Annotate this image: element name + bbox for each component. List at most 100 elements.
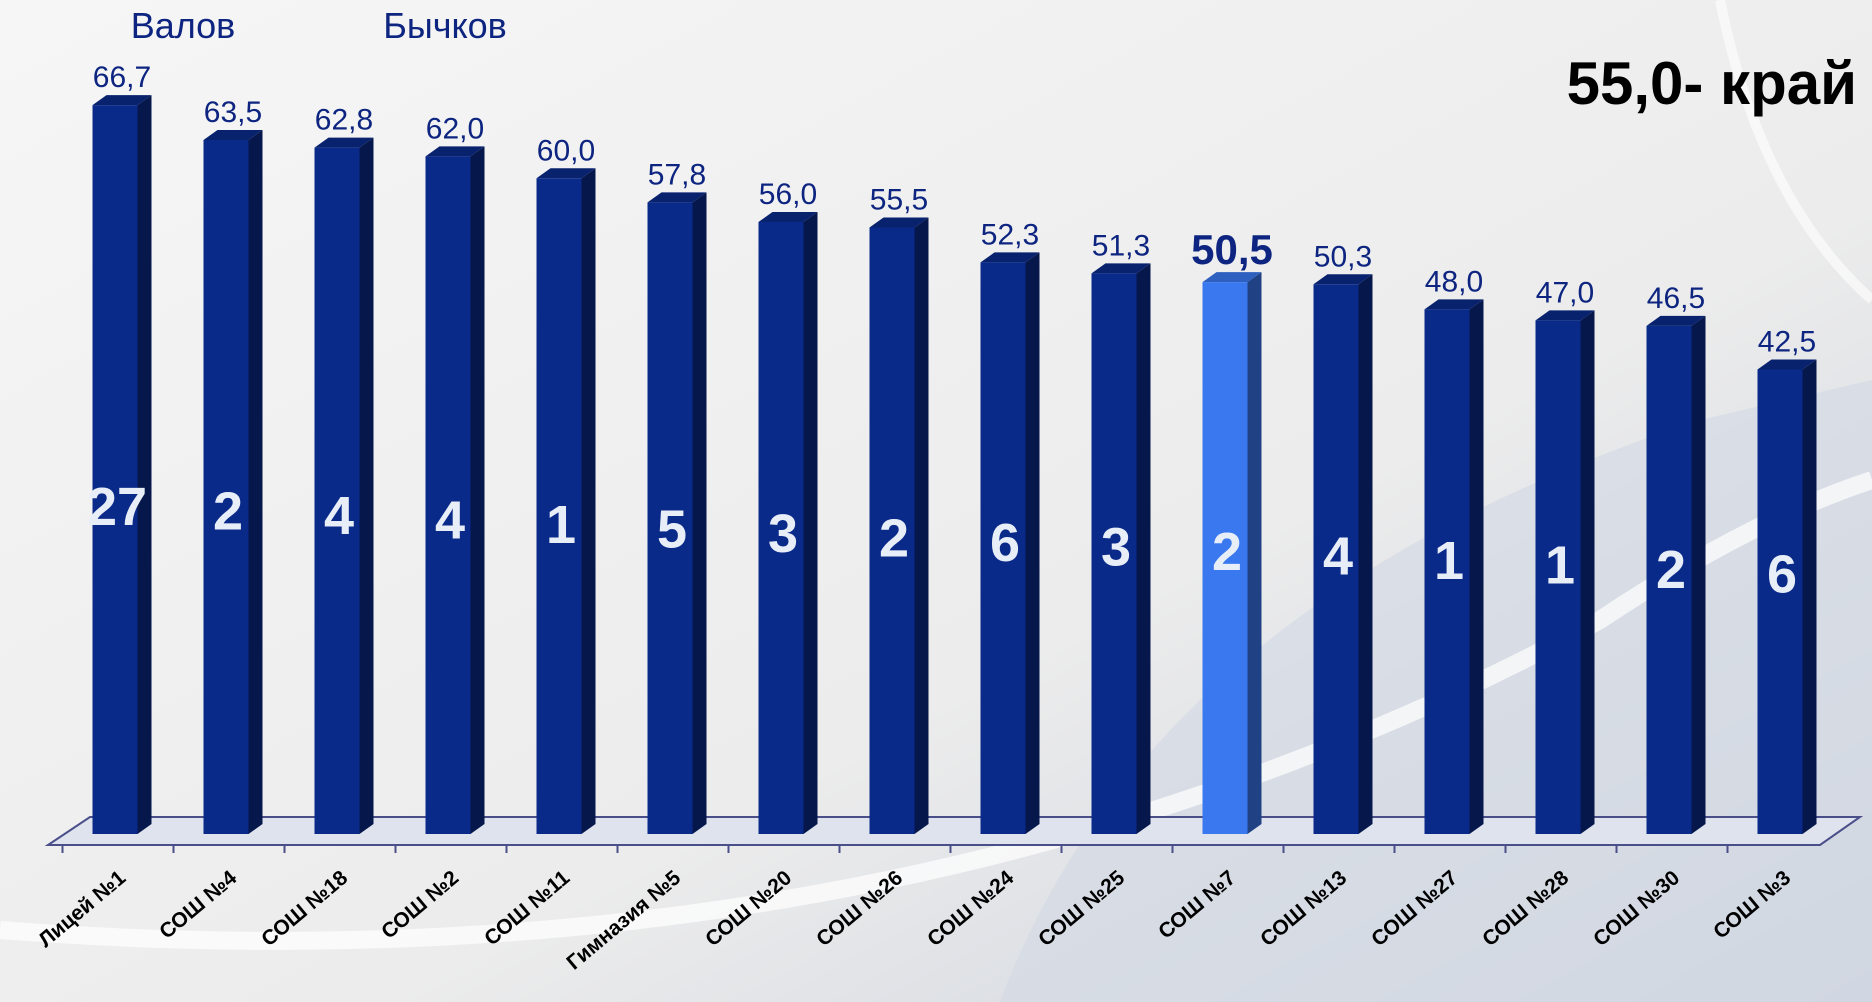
bar-front — [92, 105, 138, 835]
bar — [1646, 315, 1706, 835]
value-label: 51,3 — [1092, 229, 1150, 262]
bar — [536, 168, 596, 835]
bar-side — [1025, 252, 1040, 834]
bar-top — [425, 146, 485, 157]
annotation: Бычков — [383, 5, 507, 46]
bar-front — [425, 156, 471, 834]
value-label: 50,5 — [1191, 226, 1273, 273]
bar-side — [692, 192, 707, 835]
value-label: 63,5 — [204, 96, 262, 129]
count-label: 6 — [1767, 545, 1797, 605]
bar-side — [1358, 274, 1373, 834]
value-label: 42,5 — [1758, 326, 1816, 359]
bar-top — [1646, 315, 1706, 326]
value-label: 48,0 — [1425, 265, 1483, 298]
value-label: 60,0 — [537, 134, 595, 167]
bar-side — [1691, 315, 1706, 835]
bar — [647, 192, 707, 835]
bar — [1202, 272, 1262, 834]
bar-side — [359, 137, 374, 834]
bar-top — [1313, 274, 1373, 285]
bar-top — [1535, 310, 1595, 321]
bar-side — [581, 168, 596, 835]
bar-side — [470, 146, 485, 834]
bar-top — [1757, 359, 1817, 370]
bar — [425, 146, 485, 834]
bar-side — [1469, 299, 1484, 834]
bar-front — [1646, 325, 1692, 834]
bar — [1091, 263, 1151, 835]
value-label: 46,5 — [1647, 282, 1705, 315]
bar-front — [1535, 320, 1581, 834]
bar-side — [1802, 359, 1817, 834]
bar-front — [758, 222, 804, 834]
bar-top — [203, 130, 263, 141]
floor — [44, 816, 1864, 846]
bar-top — [1202, 272, 1262, 283]
count-label: 2 — [1212, 522, 1242, 582]
bar-top — [1424, 299, 1484, 310]
value-label: 52,3 — [981, 218, 1039, 251]
bar-front — [1757, 369, 1803, 834]
bar-front — [1202, 282, 1248, 834]
value-label: 57,8 — [648, 158, 706, 191]
count-label: 1 — [1545, 536, 1575, 596]
bar — [758, 212, 818, 834]
value-label: 50,3 — [1314, 240, 1372, 273]
value-label: 47,0 — [1536, 276, 1594, 309]
bar-front — [314, 147, 360, 834]
bar-front — [1313, 284, 1359, 834]
bar-top — [869, 217, 929, 228]
count-label: 2 — [1656, 540, 1686, 600]
bar — [1313, 274, 1373, 834]
bar — [1424, 299, 1484, 834]
bar-side — [137, 95, 152, 835]
value-label: 56,0 — [759, 178, 817, 211]
count-label: 6 — [990, 513, 1020, 573]
bar-side — [1247, 272, 1262, 834]
annotation: Валов — [131, 5, 236, 46]
bar-top — [1091, 263, 1151, 274]
swoosh-line — [1715, 0, 1872, 304]
bar — [203, 130, 263, 835]
bar-front — [536, 178, 582, 835]
count-label: 4 — [1323, 527, 1353, 587]
count-label: 1 — [1434, 531, 1464, 591]
bar-top — [647, 192, 707, 203]
bar-side — [914, 217, 929, 834]
count-label: 2 — [879, 509, 909, 569]
bar-side — [1136, 263, 1151, 835]
bar-top — [980, 252, 1040, 263]
value-label: 66,7 — [93, 61, 151, 94]
bar — [980, 252, 1040, 835]
count-label: 4 — [324, 486, 354, 546]
bar-side — [1580, 310, 1595, 834]
bar — [1535, 310, 1595, 834]
count-label: 27 — [87, 477, 147, 537]
bar-top — [536, 168, 596, 179]
bar-top — [758, 212, 818, 222]
bar-front — [869, 227, 915, 834]
count-label: 5 — [657, 500, 687, 560]
value-label: 62,8 — [315, 104, 373, 137]
count-label: 2 — [213, 482, 243, 542]
annotation: 55,0- край — [1567, 50, 1857, 117]
bar — [1757, 359, 1817, 834]
bar-front — [1424, 309, 1470, 834]
bar — [92, 95, 152, 835]
bar-top — [92, 95, 152, 106]
count-label: 4 — [435, 491, 465, 551]
count-label: 3 — [768, 504, 798, 564]
value-label: 62,0 — [426, 112, 484, 145]
count-label: 3 — [1101, 518, 1131, 578]
value-label: 55,5 — [870, 183, 928, 216]
bar-side — [803, 212, 818, 834]
bar-front — [203, 140, 249, 835]
count-label: 1 — [546, 495, 576, 555]
bar-front — [1091, 273, 1137, 835]
bar-front — [980, 262, 1026, 835]
bar-side — [248, 130, 263, 835]
bar — [314, 137, 374, 834]
bar-top — [314, 137, 374, 148]
